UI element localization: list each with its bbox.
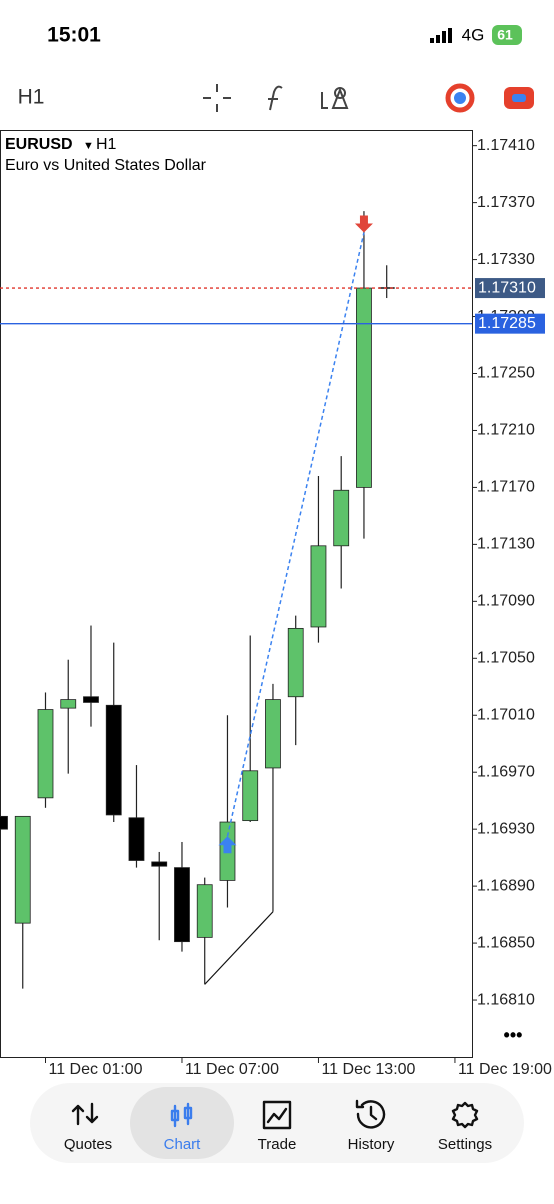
candle-body [287, 627, 304, 698]
trade-signals[interactable] [445, 83, 475, 113]
x-tick-label: 11 Dec 07:00 [185, 1061, 279, 1078]
candle-body [265, 699, 281, 769]
signal [430, 28, 452, 43]
objects[interactable] [321, 87, 349, 109]
candle-body [356, 287, 372, 488]
more-button[interactable]: ••• [504, 1025, 523, 1045]
trade-signals-dot [454, 92, 466, 104]
candle-body [310, 545, 327, 628]
candle-body [333, 489, 350, 547]
price-label-box [475, 313, 545, 334]
plot-frame [0, 130, 473, 1058]
battery-level: 61 [497, 27, 513, 43]
tab-icon [451, 1101, 479, 1129]
y-tick-label: 1.17130 [477, 536, 535, 553]
y-tick-label: 1.16890 [477, 877, 535, 894]
y-tick-label: 1.17090 [477, 593, 535, 610]
y-tick-label: 1.17250 [477, 365, 535, 382]
tab-icon [71, 1102, 99, 1126]
y-tick-label: 1.17370 [477, 194, 535, 211]
candle-body [196, 884, 213, 938]
y-tick-label: 1.16930 [477, 820, 535, 837]
buy-arrow [218, 836, 237, 854]
price-label-box [475, 278, 545, 299]
symbol-arrow: ▼ [83, 140, 94, 152]
candle-body [242, 770, 259, 822]
tab-label[interactable]: History [348, 1136, 395, 1153]
tab-icon [355, 1099, 386, 1129]
tab-icon [262, 1100, 292, 1130]
y-tick-label: 1.17210 [477, 422, 535, 439]
timeframe-button[interactable]: H1 [18, 86, 45, 109]
battery [492, 25, 522, 45]
price-label: 1.17285 [478, 315, 536, 332]
x-tick-label: 11 Dec 19:00 [458, 1061, 552, 1078]
candle-body [37, 709, 54, 799]
network: 4G [462, 25, 485, 44]
y-tick-label: 1.17010 [477, 706, 535, 723]
trade-link [226, 232, 365, 837]
trend-line [204, 911, 274, 985]
candle-body [83, 696, 99, 703]
candle-body [0, 815, 8, 830]
chart-timeframe: H1 [96, 136, 117, 153]
candle-body [151, 861, 168, 867]
candle-body [105, 704, 122, 816]
candle-body [60, 699, 77, 709]
tab-highlight [130, 1087, 234, 1159]
sell-arrow [354, 215, 373, 233]
candle-body [14, 815, 31, 924]
y-tick-label: 1.17410 [477, 137, 535, 154]
tab-label[interactable]: Trade [258, 1136, 297, 1153]
y-tick-label: 1.17170 [477, 479, 535, 496]
y-tick-label: 1.16970 [477, 763, 535, 780]
tab-label[interactable]: Chart [164, 1136, 202, 1153]
x-tick-label: 11 Dec 13:00 [321, 1061, 415, 1078]
y-tick-label: 1.16850 [477, 934, 535, 951]
symbol-description: Euro vs United States Dollar [5, 157, 207, 174]
price-label: 1.17310 [478, 279, 536, 296]
y-tick-label: 1.16810 [477, 991, 535, 1008]
x-tick-label: 11 Dec 01:00 [48, 1061, 142, 1078]
crosshair[interactable] [203, 84, 231, 112]
clock: 15:01 [47, 24, 101, 47]
y-tick-label: 1.17050 [477, 650, 535, 667]
tab-icon [170, 1102, 193, 1128]
y-tick-label: 1.17330 [477, 251, 535, 268]
indicators[interactable] [268, 85, 283, 111]
candle-body [174, 867, 190, 943]
one-click-toggle [512, 94, 526, 102]
tab-label[interactable]: Quotes [64, 1136, 112, 1153]
toolbar-icons [203, 84, 349, 112]
candle-body [128, 817, 145, 861]
symbol: EURUSD [5, 136, 73, 153]
tab-label[interactable]: Settings [438, 1136, 492, 1153]
